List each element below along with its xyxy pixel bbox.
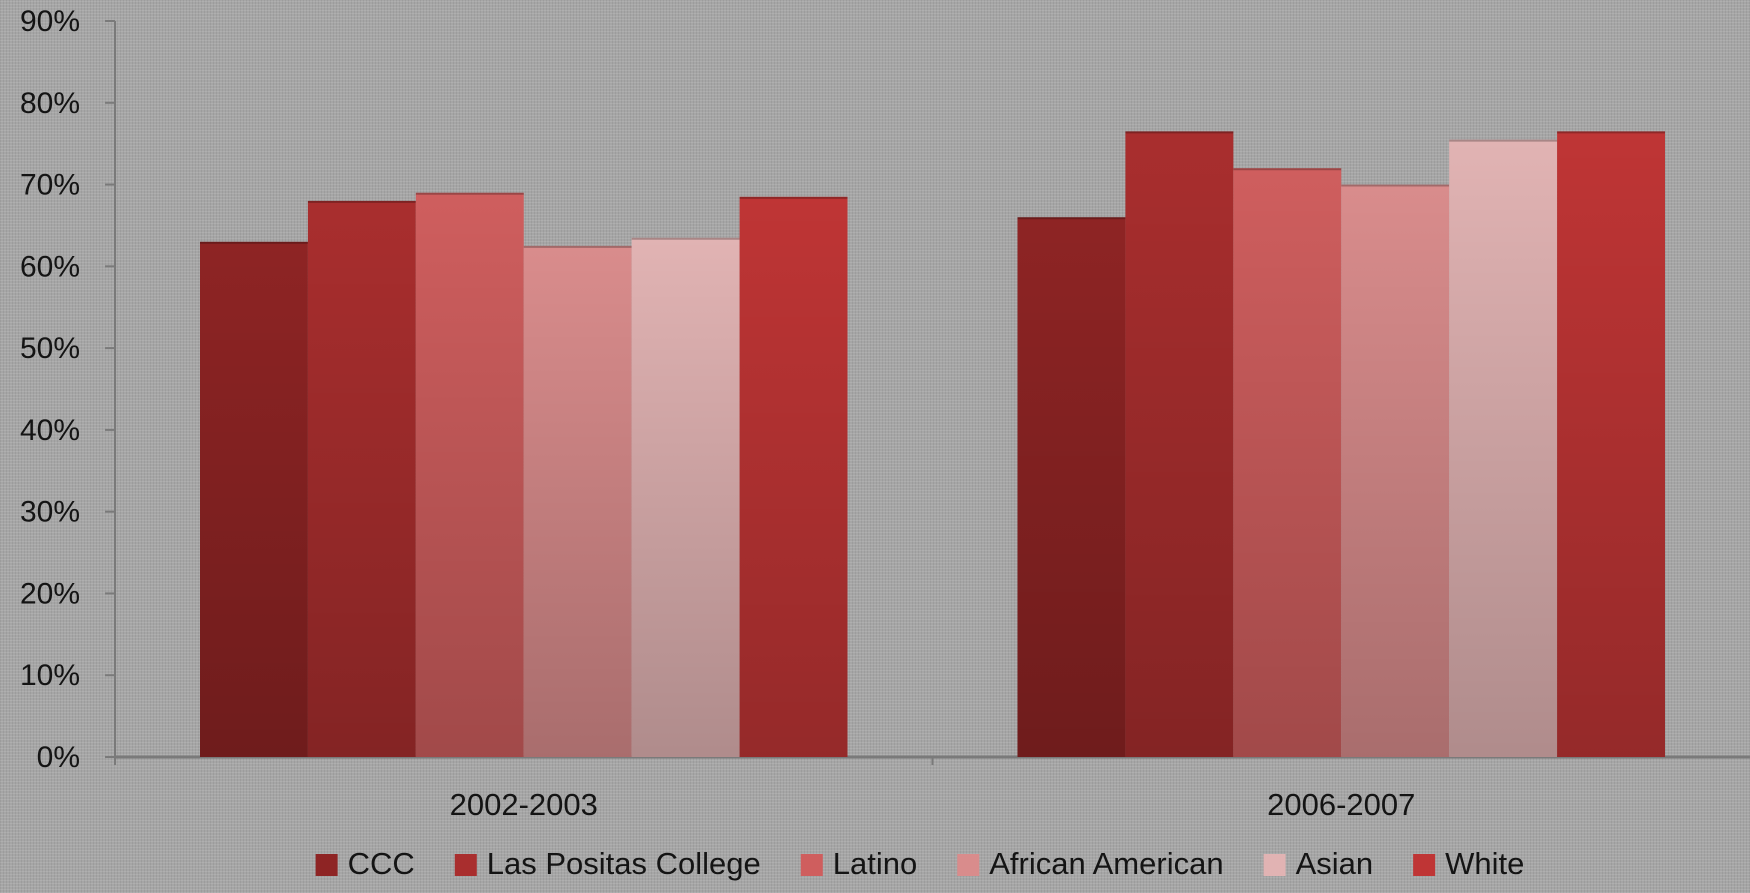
y-axis: 0% 10% 20% 30% 40% 50% 60% 70% 80% 90% xyxy=(20,5,116,774)
x-category-label: 2006-2007 xyxy=(1267,787,1415,822)
y-tick-label: 30% xyxy=(20,496,80,529)
bar-shade xyxy=(1341,184,1450,758)
bar xyxy=(307,200,416,757)
y-tick-label: 70% xyxy=(20,169,80,202)
bar-shade xyxy=(1125,131,1234,757)
y-tick-label: 60% xyxy=(20,250,80,283)
legend-label: CCC xyxy=(348,846,415,881)
legend-item: Las Positas College xyxy=(454,846,761,881)
bar-shade xyxy=(631,237,740,757)
y-tick-label: 10% xyxy=(20,659,80,692)
y-tick-label: 90% xyxy=(20,5,80,38)
y-tick-label: 50% xyxy=(20,332,80,365)
legend-item: Asian xyxy=(1263,846,1374,881)
x-category-label: 2002-2003 xyxy=(450,787,598,822)
bar-shade xyxy=(1449,139,1558,758)
bar-shade xyxy=(523,245,632,757)
legend-item: Latino xyxy=(800,846,917,881)
bar xyxy=(631,237,740,757)
legend: CCC Las Positas College Latino African Amer… xyxy=(315,846,1524,881)
bar-shade xyxy=(415,192,524,757)
legend-swatch xyxy=(315,854,338,876)
legend-item: African American xyxy=(957,846,1224,881)
y-tick-label: 20% xyxy=(20,577,80,610)
x-axis: 2002-2003 2006-2007 xyxy=(115,755,1750,822)
y-tick-label: 80% xyxy=(20,87,80,120)
legend-item: CCC xyxy=(315,846,415,881)
legend-item: White xyxy=(1413,846,1524,881)
legend-swatch xyxy=(1263,854,1286,876)
legend-swatch xyxy=(454,854,477,876)
legend-label: African American xyxy=(989,846,1223,881)
bar xyxy=(415,192,524,757)
bar xyxy=(739,196,848,758)
legend-swatch xyxy=(800,854,823,876)
bar xyxy=(1233,168,1342,757)
legend-label: Asian xyxy=(1296,846,1374,881)
bar-shade xyxy=(1233,168,1342,757)
bar-shade xyxy=(200,241,308,758)
y-tick-label: 40% xyxy=(20,414,80,447)
legend-label: Latino xyxy=(833,846,917,881)
bar xyxy=(523,245,632,757)
legend-swatch xyxy=(957,854,980,876)
bar xyxy=(1341,184,1450,758)
bar-shade xyxy=(1017,217,1126,757)
bar-shade xyxy=(739,196,848,758)
y-tick-label: 0% xyxy=(37,741,80,774)
bar-shade xyxy=(1557,131,1665,757)
bar xyxy=(1557,131,1665,757)
bar-shade xyxy=(307,200,416,757)
bar xyxy=(1449,139,1558,758)
bar xyxy=(200,241,308,758)
bar xyxy=(1125,131,1234,757)
legend-swatch xyxy=(1413,854,1436,876)
bar xyxy=(1017,217,1126,757)
legend-label: White xyxy=(1445,846,1524,881)
bars xyxy=(200,131,1665,758)
legend-label: Las Positas College xyxy=(487,846,761,881)
